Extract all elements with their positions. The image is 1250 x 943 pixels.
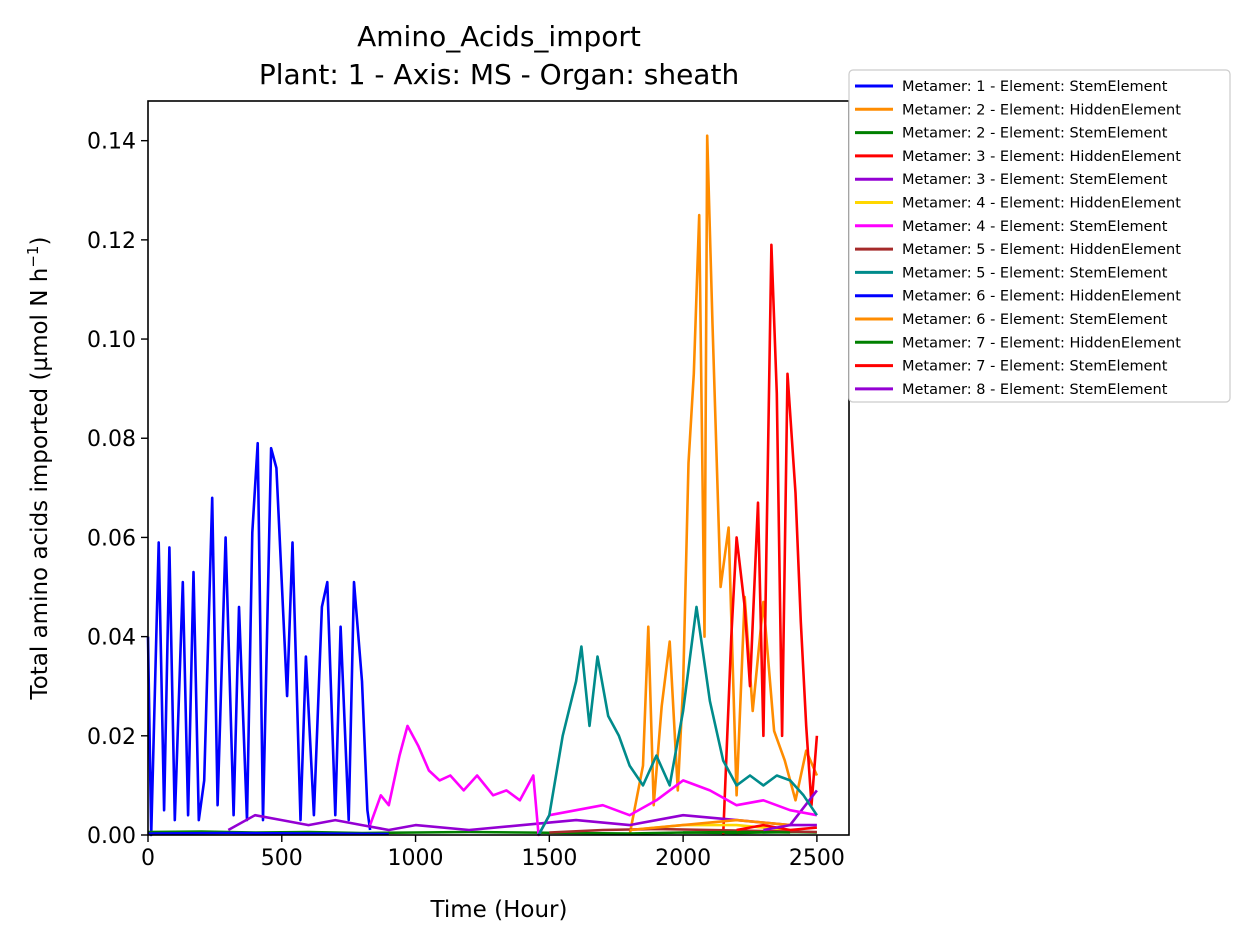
y-tick-label: 0.02 <box>87 725 136 750</box>
legend-label: Metamer: 1 - Element: StemElement <box>902 79 1168 95</box>
x-tick-label: 1000 <box>388 846 444 871</box>
legend-label: Metamer: 3 - Element: HiddenElement <box>902 149 1181 165</box>
plot-frame <box>147 100 850 836</box>
y-axis-label-end: ) <box>27 237 53 246</box>
legend: Metamer: 1 - Element: StemElement Metamer… <box>848 69 1231 403</box>
legend-label: Metamer: 5 - Element: StemElement <box>902 265 1168 281</box>
series-line-14 <box>763 823 817 832</box>
series-line-7 <box>368 724 818 837</box>
y-tick-label: 0.00 <box>87 824 136 849</box>
chart-subtitle: Plant: 1 - Axis: MS - Organ: sheath <box>259 58 739 91</box>
x-axis: 0 500 1000 1500 2000 2500 <box>141 835 845 871</box>
y-tick-label: 0.10 <box>87 328 136 353</box>
x-axis-label: Time (Hour) <box>430 897 568 923</box>
legend-label: Metamer: 5 - Element: HiddenElement <box>902 242 1181 258</box>
x-tick-label: 2000 <box>655 846 711 871</box>
legend-label: Metamer: 3 - Element: StemElement <box>902 172 1168 188</box>
legend-label: Metamer: 2 - Element: StemElement <box>902 126 1168 142</box>
legend-label: Metamer: 4 - Element: HiddenElement <box>902 196 1181 212</box>
legend-label: Metamer: 7 - Element: StemElement <box>902 359 1168 375</box>
y-tick-label: 0.12 <box>87 229 136 254</box>
legend-label: Metamer: 6 - Element: HiddenElement <box>902 289 1181 305</box>
y-tick-label: 0.14 <box>87 130 136 155</box>
y-axis-label-main: Total amino acids imported (µmol N h <box>27 268 53 701</box>
legend-label: Metamer: 8 - Element: StemElement <box>902 382 1168 398</box>
x-tick-label: 1500 <box>521 846 577 871</box>
x-tick-label: 500 <box>261 846 303 871</box>
legend-label: Metamer: 2 - Element: HiddenElement <box>902 102 1181 118</box>
y-tick-label: 0.04 <box>87 626 136 651</box>
series-line-12 <box>683 830 791 834</box>
series-line-1 <box>146 441 372 837</box>
series-line-9 <box>537 605 818 836</box>
series-line-2 <box>628 134 819 836</box>
series-line-11 <box>629 818 791 832</box>
legend-label: Metamer: 7 - Element: HiddenElement <box>902 335 1181 351</box>
y-tick-label: 0.08 <box>87 427 136 452</box>
legend-label: Metamer: 4 - Element: StemElement <box>902 219 1168 235</box>
chart-title: Amino_Acids_import <box>357 20 641 53</box>
y-axis: 0.00 0.02 0.04 0.06 0.08 0.10 0.12 0.14 <box>87 130 148 849</box>
y-axis-label: Total amino acids imported (µmol N h−1) <box>24 237 53 701</box>
legend-label: Metamer: 6 - Element: StemElement <box>902 312 1168 328</box>
series-lines <box>146 134 819 837</box>
y-tick-label: 0.06 <box>87 526 136 551</box>
legend-frame <box>848 69 1231 403</box>
y-axis-label-sup: −1 <box>24 246 42 268</box>
x-tick-label: 0 <box>141 846 155 871</box>
series-line-5 <box>227 789 818 832</box>
x-tick-label: 2500 <box>789 846 845 871</box>
series-line-10 <box>147 831 389 836</box>
series-line-4 <box>721 243 819 836</box>
